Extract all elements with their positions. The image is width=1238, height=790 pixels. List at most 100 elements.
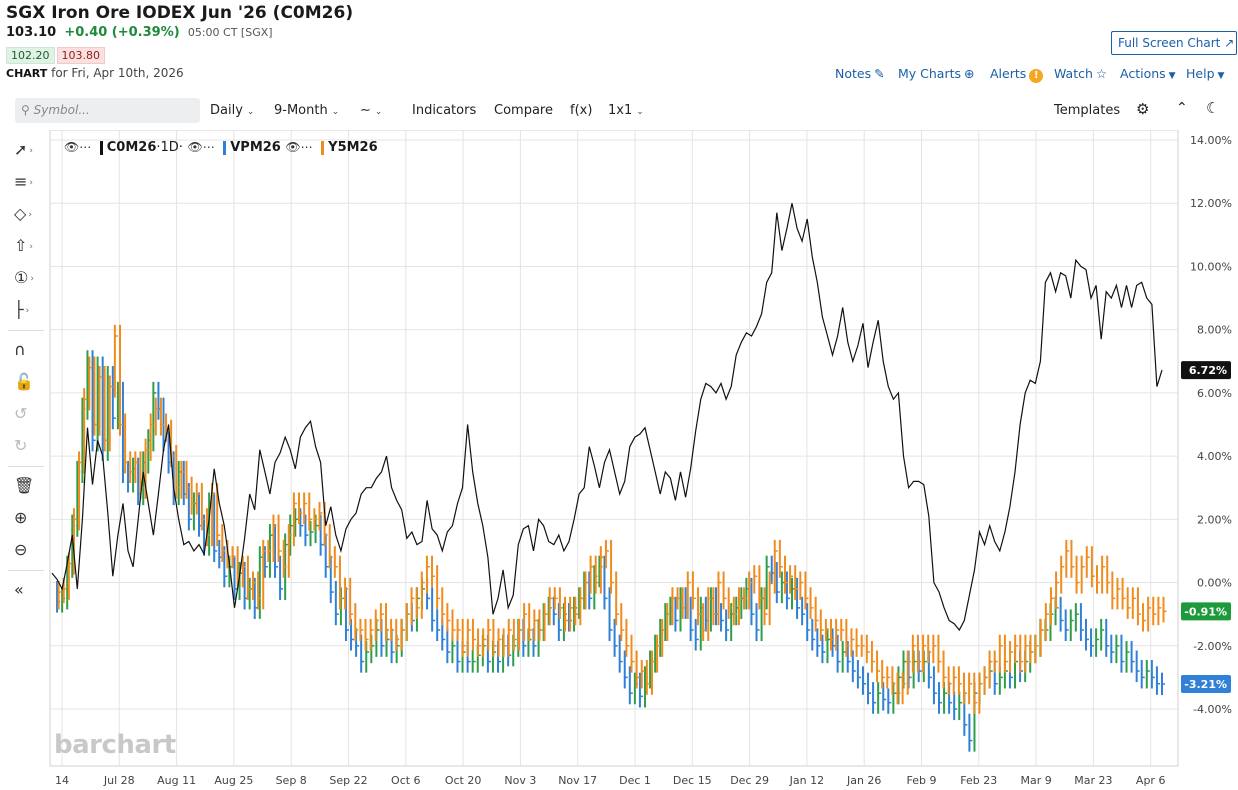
layout-select[interactable]: 1x1 ⌄ xyxy=(608,103,644,118)
quote-line: 103.10 +0.40 (+0.39%) 05:00 CT [SGX] xyxy=(6,25,273,40)
chart-area[interactable]: 14.00% 12.00% 10.00% 8.00% 6.00% 4.00% 2.00% 0.… xyxy=(0,130,1238,790)
price-badge-y5m26 xyxy=(1181,602,1231,621)
x-tick-label: Feb 23 xyxy=(960,774,997,787)
x-tick-label: Feb 9 xyxy=(907,774,937,787)
actions-label: Actions xyxy=(1120,66,1166,81)
notes-button[interactable]: Notes ✎ xyxy=(835,66,885,81)
arrow-tool-icon[interactable]: ⇧ › xyxy=(14,236,34,255)
undo-icon[interactable]: ↺ xyxy=(14,404,28,423)
legend-swatch xyxy=(321,140,325,155)
help-button[interactable]: Help ▼ xyxy=(1186,66,1224,81)
page-title: SGX Iron Ore IODEX Jun '26 (C0M26) xyxy=(6,3,354,23)
eye-icon[interactable]: 👁⋯ xyxy=(64,140,92,154)
alerts-button[interactable]: Alerts! xyxy=(990,66,1044,83)
chevron-down-icon: ▼ xyxy=(1217,71,1225,81)
search-placeholder: Symbol... xyxy=(33,103,90,117)
chevron-down-icon: ⌄ xyxy=(331,107,340,117)
edit-icon: ✎ xyxy=(874,66,885,81)
alert-icon: ! xyxy=(1029,69,1044,83)
x-tick-label: Sep 8 xyxy=(276,774,307,787)
magnet-icon[interactable]: ∩ xyxy=(14,340,26,359)
interval-label: Daily xyxy=(210,103,243,118)
chevron-down-icon: ⌄ xyxy=(374,107,383,117)
legend-y5m26: Y5M26 xyxy=(328,140,378,155)
plot-area xyxy=(49,130,1179,767)
last-price: 103.10 xyxy=(6,25,57,40)
mycharts-button[interactable]: My Charts ⊕ xyxy=(898,66,975,81)
trendline-tool-icon[interactable]: ➚ › xyxy=(14,140,34,159)
collapse-icon[interactable]: ⌃ xyxy=(1176,100,1188,116)
x-tick-label: Dec 29 xyxy=(730,774,769,787)
y-tick-label: 0.00% xyxy=(1197,577,1232,590)
mycharts-label: My Charts xyxy=(898,66,962,81)
range-label: 9-Month xyxy=(274,103,328,118)
interval-select[interactable]: Daily ⌄ xyxy=(210,103,254,118)
dark-mode-moon-icon[interactable]: ☾ xyxy=(1206,99,1220,117)
zoom-out-icon[interactable]: ⊖ xyxy=(14,540,28,559)
unlock-icon[interactable]: 🔓 xyxy=(14,372,34,391)
indicators-button[interactable]: Indicators xyxy=(412,103,477,118)
trash-icon[interactable]: 🗑 xyxy=(14,476,35,495)
x-tick-label: 14 xyxy=(55,774,69,787)
redo-icon[interactable]: ↻ xyxy=(14,436,28,455)
range-select[interactable]: 9-Month ⌄ xyxy=(274,103,339,118)
sidebar-divider xyxy=(8,570,44,571)
x-tick-label: Dec 15 xyxy=(673,774,712,787)
watch-button[interactable]: Watch ☆ xyxy=(1054,66,1107,81)
bid-price: 102.20 xyxy=(6,47,55,64)
symbol-search-input[interactable]: ⚲ Symbol... xyxy=(15,98,200,123)
quote-time: 05:00 CT [SGX] xyxy=(187,26,273,39)
x-tick-label: Dec 1 xyxy=(619,774,651,787)
shapes-tool-icon[interactable]: ◇ › xyxy=(14,204,32,223)
price-badge-vpm26 xyxy=(1181,675,1231,694)
fullscreen-button[interactable]: Full Screen Chart ↗ xyxy=(1111,31,1237,55)
bid-ask: 102.20 103.80 xyxy=(6,47,105,64)
fullscreen-label: Full Screen Chart xyxy=(1118,36,1221,50)
sidebar-divider xyxy=(8,466,44,467)
legend-swatch xyxy=(223,140,227,155)
collapse-sidebar-icon[interactable]: « xyxy=(14,580,24,599)
legend-vpm26: VPM26 xyxy=(230,140,281,155)
x-tick-label: Jan 26 xyxy=(846,774,881,787)
settings-gear-icon[interactable]: ⚙ xyxy=(1136,100,1150,118)
x-tick-label: Aug 11 xyxy=(157,774,196,787)
price-badge-label: -0.91% xyxy=(1184,605,1227,618)
legend-c0m26: C0M26 xyxy=(106,140,157,155)
price-badge-c0m26 xyxy=(1181,361,1231,380)
chart-type-select[interactable]: ∼ ⌄ xyxy=(360,103,382,118)
y-tick-label: -4.00% xyxy=(1193,703,1232,716)
price-badge-label: -3.21% xyxy=(1184,678,1227,691)
function-button[interactable]: f(x) xyxy=(570,103,593,118)
series-line-c0m26 xyxy=(51,203,1163,632)
y-tick-label: 12.00% xyxy=(1190,197,1232,210)
legend-swatch xyxy=(99,140,103,155)
plus-circle-icon: ⊕ xyxy=(964,66,975,81)
chevron-down-icon: ▼ xyxy=(1168,71,1176,81)
measure-tool-icon[interactable]: ├ › xyxy=(14,300,30,319)
eye-icon[interactable]: 👁⋯ xyxy=(187,140,215,154)
line-chart-icon: ∼ xyxy=(360,103,371,118)
star-icon: ☆ xyxy=(1095,66,1108,81)
y-tick-label: -2.00% xyxy=(1193,640,1232,653)
x-tick-label: Jul 28 xyxy=(103,774,135,787)
x-tick-label: Nov 17 xyxy=(558,774,597,787)
x-tick-label: Mar 9 xyxy=(1020,774,1051,787)
y-tick-label: 14.00% xyxy=(1190,134,1232,147)
expand-icon: ↗ xyxy=(1224,36,1235,50)
chevron-down-icon: ⌄ xyxy=(636,107,644,117)
chevron-down-icon: ⌄ xyxy=(246,107,255,117)
y-tick-label: 2.00% xyxy=(1197,513,1232,526)
actions-button[interactable]: Actions ▼ xyxy=(1120,66,1176,81)
zoom-in-icon[interactable]: ⊕ xyxy=(14,508,28,527)
chart-date: CHART for Fri, Apr 10th, 2026 xyxy=(6,66,184,80)
fibonacci-tool-icon[interactable]: ≡ › xyxy=(14,172,34,191)
compare-button[interactable]: Compare xyxy=(494,103,553,118)
layout-label: 1x1 xyxy=(608,103,633,118)
price-change: +0.40 (+0.39%) xyxy=(64,25,180,40)
annotation-tool-icon[interactable]: ① › xyxy=(14,268,34,287)
eye-icon[interactable]: 👁⋯ xyxy=(285,140,313,154)
notes-label: Notes xyxy=(835,66,872,81)
sidebar-divider xyxy=(8,330,44,331)
x-tick-label: Aug 25 xyxy=(214,774,253,787)
templates-button[interactable]: Templates xyxy=(1054,103,1121,118)
